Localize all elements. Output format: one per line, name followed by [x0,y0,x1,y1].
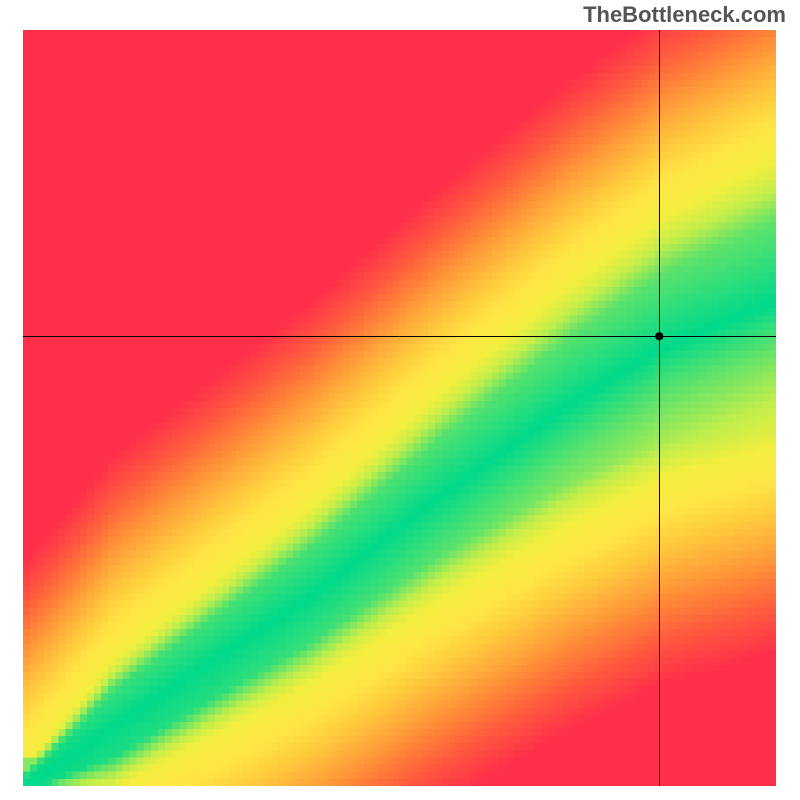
watermark-text: TheBottleneck.com [583,2,786,28]
chart-container: TheBottleneck.com [0,0,800,800]
crosshair-overlay [23,30,776,786]
